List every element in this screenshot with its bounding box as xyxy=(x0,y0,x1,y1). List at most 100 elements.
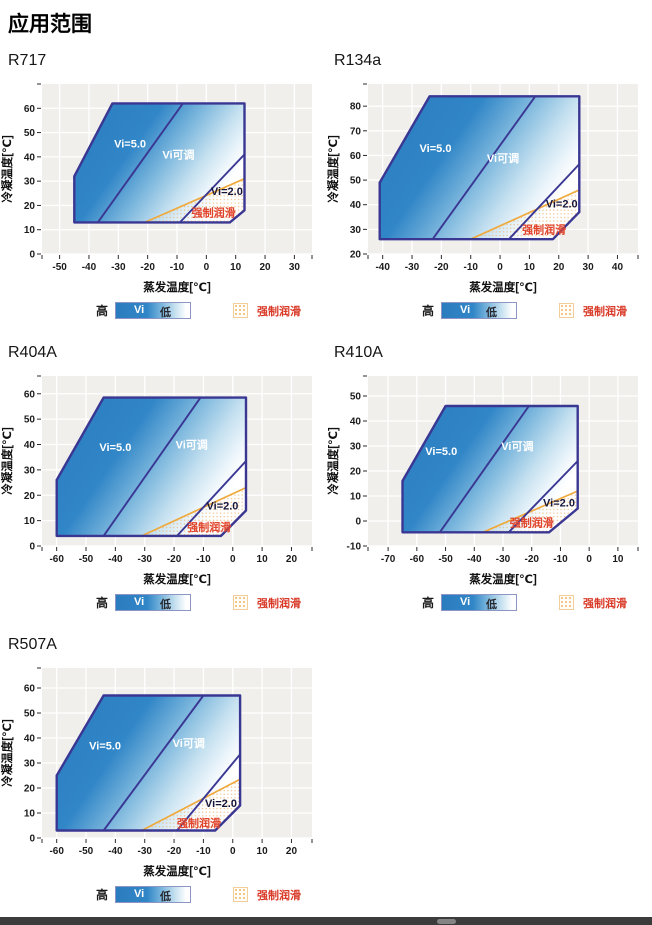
svg-text:20: 20 xyxy=(286,846,298,857)
svg-text:-70: -70 xyxy=(381,554,396,565)
svg-text:冷凝温度[℃]: 冷凝温度[℃] xyxy=(0,427,14,495)
svg-text:Vi可调: Vi可调 xyxy=(162,147,194,161)
svg-text:20: 20 xyxy=(350,250,362,261)
svg-text:-30: -30 xyxy=(137,846,152,857)
svg-text:-40: -40 xyxy=(82,262,97,273)
svg-text:30: 30 xyxy=(350,225,362,236)
svg-text:强制润滑: 强制润滑 xyxy=(510,515,554,529)
svg-text:蒸发温度[℃]: 蒸发温度[℃] xyxy=(469,280,537,294)
svg-text:60: 60 xyxy=(350,151,362,162)
svg-text:冷凝温度[℃]: 冷凝温度[℃] xyxy=(0,135,14,203)
chart-legend: 高 Vi 低 强制润滑 xyxy=(96,594,326,611)
svg-text:10: 10 xyxy=(24,809,36,820)
svg-text:20: 20 xyxy=(286,554,298,565)
svg-text:Vi=2.0: Vi=2.0 xyxy=(543,497,575,509)
chart-canvas-r410a: Vi=5.0 Vi可调 Vi=2.0 强制润滑 -70 -60 -50 -40 -30 -20 -1… xyxy=(326,375,639,586)
scrollbar-thumb[interactable] xyxy=(437,919,456,924)
svg-text:-10: -10 xyxy=(196,554,211,565)
svg-text:20: 20 xyxy=(350,467,362,478)
legend-forced-swatch-icon xyxy=(233,595,249,610)
legend-forced-swatch-icon xyxy=(559,303,575,318)
svg-text:-30: -30 xyxy=(405,262,420,273)
svg-text:20: 20 xyxy=(259,262,271,273)
legend-high-label: 高 xyxy=(96,304,109,318)
svg-text:冷凝温度[℃]: 冷凝温度[℃] xyxy=(326,135,340,203)
svg-text:0: 0 xyxy=(230,554,236,565)
legend-forced-label: 强制润滑 xyxy=(583,597,628,610)
legend-vi-gradient-bar: Vi 低 xyxy=(115,886,192,903)
legend-low-label: 低 xyxy=(160,307,172,319)
svg-text:蒸发温度[℃]: 蒸发温度[℃] xyxy=(143,572,211,586)
svg-text:0: 0 xyxy=(230,846,236,857)
svg-text:Vi可调: Vi可调 xyxy=(173,736,205,750)
svg-text:10: 10 xyxy=(524,262,536,273)
svg-text:10: 10 xyxy=(24,225,36,236)
legend-forced-swatch-icon xyxy=(559,595,575,610)
legend-forced-label: 强制润滑 xyxy=(257,305,302,318)
svg-text:60: 60 xyxy=(24,684,36,695)
chart-legend: 高 Vi 低 强制润滑 xyxy=(422,594,652,611)
svg-text:-50: -50 xyxy=(438,554,453,565)
svg-text:0: 0 xyxy=(355,517,361,528)
legend-forced-swatch-icon xyxy=(233,303,249,318)
svg-text:10: 10 xyxy=(257,846,269,857)
svg-text:70: 70 xyxy=(350,126,362,137)
page-title: 应用范围 xyxy=(8,13,92,36)
chart-title-r134a: R134a xyxy=(334,52,382,69)
svg-text:Vi=5.0: Vi=5.0 xyxy=(114,139,146,151)
svg-text:10: 10 xyxy=(24,516,36,527)
legend-low-label: 低 xyxy=(160,599,172,611)
svg-text:-20: -20 xyxy=(140,262,155,273)
svg-text:Vi可调: Vi可调 xyxy=(487,151,519,165)
chart-legend: 高 Vi 低 强制润滑 xyxy=(96,886,326,903)
svg-text:-20: -20 xyxy=(434,262,449,273)
svg-text:30: 30 xyxy=(350,442,362,453)
svg-text:-40: -40 xyxy=(375,262,390,273)
svg-text:-20: -20 xyxy=(167,554,182,565)
svg-text:30: 30 xyxy=(24,177,36,188)
svg-text:40: 40 xyxy=(350,417,362,428)
svg-text:-20: -20 xyxy=(167,846,182,857)
svg-text:冷凝温度[℃]: 冷凝温度[℃] xyxy=(326,427,340,495)
chart-r404a: R404A Vi=5.0 Vi可调 Vi=2.0 强制润滑 -60 -50 -40 -30 -2… xyxy=(0,344,326,611)
svg-text:50: 50 xyxy=(350,176,362,187)
svg-text:-30: -30 xyxy=(137,554,152,565)
legend-forced-label: 强制润滑 xyxy=(257,889,302,902)
legend-forced-label: 强制润滑 xyxy=(583,305,628,318)
svg-text:80: 80 xyxy=(350,102,362,113)
svg-text:30: 30 xyxy=(24,465,36,476)
chart-legend: 高 Vi 低 强制润滑 xyxy=(422,302,652,319)
legend-vi-label: Vi xyxy=(134,304,145,316)
svg-text:30: 30 xyxy=(583,262,595,273)
svg-text:50: 50 xyxy=(24,415,36,426)
legend-vi-label: Vi xyxy=(460,596,471,608)
svg-text:10: 10 xyxy=(230,262,242,273)
legend-vi-gradient-bar: Vi 低 xyxy=(115,594,192,611)
svg-text:50: 50 xyxy=(24,128,36,139)
svg-text:蒸发温度[℃]: 蒸发温度[℃] xyxy=(143,280,211,294)
svg-text:Vi=2.0: Vi=2.0 xyxy=(207,500,239,512)
svg-text:-10: -10 xyxy=(170,262,185,273)
svg-text:0: 0 xyxy=(29,542,35,553)
legend-low-label: 低 xyxy=(486,599,498,611)
svg-text:60: 60 xyxy=(24,104,36,115)
svg-text:-60: -60 xyxy=(410,554,425,565)
svg-text:Vi=2.0: Vi=2.0 xyxy=(546,198,578,210)
chart-r134a: R134a Vi=5.0 Vi可调 Vi=2.0 强制润滑 -40 -30 -20 -10 0 1… xyxy=(326,52,652,319)
svg-text:20: 20 xyxy=(24,491,36,502)
svg-text:50: 50 xyxy=(350,392,362,403)
chart-r507a: R507A Vi=5.0 Vi可调 Vi=2.0 强制润滑 -60 -50 -40 -30 -2… xyxy=(0,636,326,903)
svg-text:-40: -40 xyxy=(108,846,123,857)
legend-vi-gradient-bar: Vi 低 xyxy=(115,302,192,319)
chart-canvas-r404a: Vi=5.0 Vi可调 Vi=2.0 强制润滑 -60 -50 -40 -30 -20 -10 0 1… xyxy=(0,375,313,586)
legend-low-label: 低 xyxy=(160,891,172,903)
svg-text:Vi可调: Vi可调 xyxy=(501,439,533,453)
svg-text:20: 20 xyxy=(24,201,36,212)
svg-text:10: 10 xyxy=(350,492,362,503)
svg-text:-50: -50 xyxy=(52,262,67,273)
legend-vi-label: Vi xyxy=(134,596,145,608)
legend-vi-label: Vi xyxy=(460,304,471,316)
svg-text:Vi=5.0: Vi=5.0 xyxy=(425,446,457,458)
svg-text:强制润滑: 强制润滑 xyxy=(192,206,236,220)
svg-text:0: 0 xyxy=(29,834,35,845)
